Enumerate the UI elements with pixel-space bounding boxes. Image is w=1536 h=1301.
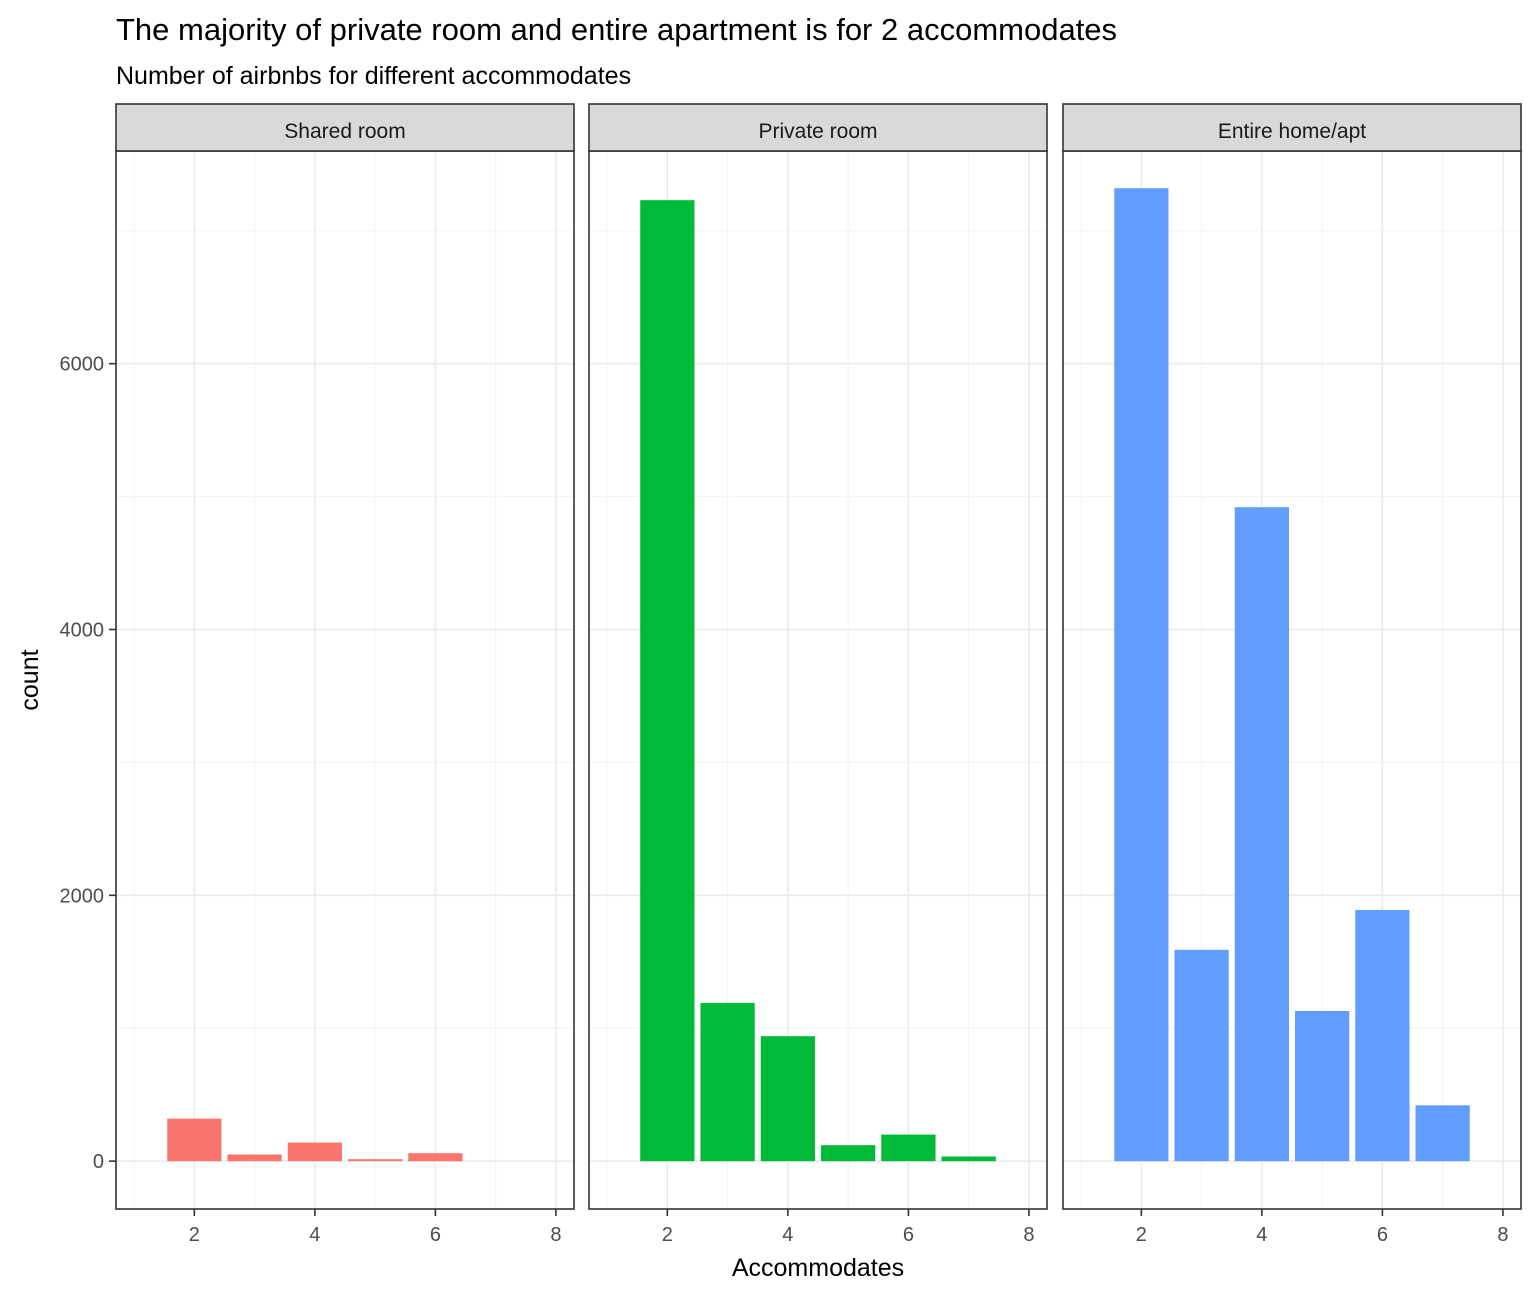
bar-private-room-7: [941, 1156, 996, 1162]
y-tick-label: 4000: [60, 619, 105, 641]
x-axis-label: Accommodates: [732, 1254, 904, 1282]
bar-shared-room-6: [408, 1153, 463, 1162]
chart-title: The majority of private room and entire …: [116, 12, 1117, 47]
y-tick-label: 2000: [60, 885, 105, 907]
x-tick-label: 6: [1377, 1224, 1388, 1246]
x-tick-label: 4: [309, 1224, 320, 1246]
bar-shared-room-2: [167, 1118, 222, 1162]
x-tick-label: 8: [550, 1224, 561, 1246]
y-tick-label: 0: [93, 1151, 104, 1173]
panel-background: [116, 151, 574, 1209]
bar-shared-room-4: [287, 1142, 342, 1162]
facet-strip: [115, 103, 575, 152]
bar-private-room-2: [640, 200, 695, 1162]
bar-entire-home-apt-5: [1295, 1010, 1350, 1162]
bar-entire-home-apt-2: [1114, 188, 1169, 1162]
y-axis-label: count: [16, 649, 44, 710]
y-tick-label: 6000: [60, 354, 105, 376]
bar-private-room-5: [821, 1145, 876, 1162]
x-tick-label: 6: [430, 1224, 441, 1246]
facet-strip: [588, 103, 1048, 152]
bar-entire-home-apt-3: [1174, 949, 1229, 1162]
bar-entire-home-apt-4: [1234, 507, 1289, 1162]
x-tick-label: 4: [782, 1224, 793, 1246]
x-tick-label: 2: [662, 1224, 673, 1246]
bar-private-room-4: [760, 1036, 815, 1162]
facet-strip-label: Private room: [758, 120, 877, 143]
facet-strip: [1062, 103, 1522, 152]
chart-subtitle: Number of airbnbs for different accommod…: [116, 62, 631, 90]
x-tick-label: 2: [189, 1224, 200, 1246]
bar-shared-room-3: [227, 1154, 282, 1162]
x-tick-label: 6: [903, 1224, 914, 1246]
x-tick-label: 8: [1023, 1224, 1034, 1246]
bar-entire-home-apt-7: [1415, 1105, 1470, 1162]
facet-strip-label: Entire home/apt: [1218, 120, 1366, 143]
bar-private-room-3: [700, 1002, 755, 1162]
plot-layer: Shared room 2 4 6 8 Private room 2 4 6 8 Entire ho…: [60, 103, 1522, 1246]
x-tick-label: 4: [1256, 1224, 1267, 1246]
x-tick-label: 8: [1497, 1224, 1508, 1246]
x-tick-label: 2: [1136, 1224, 1147, 1246]
bar-shared-room-5: [348, 1159, 403, 1162]
bar-entire-home-apt-6: [1355, 909, 1410, 1162]
bar-private-room-6: [881, 1134, 936, 1162]
facet-strip-label: Shared room: [284, 120, 405, 143]
